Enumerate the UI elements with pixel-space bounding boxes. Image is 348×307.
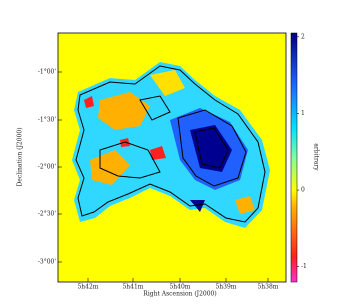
x-tick-label: 5h41m [122, 284, 143, 291]
colorbar-tick-label: 2 [301, 33, 305, 40]
colorbar-tick-label: 0 [301, 187, 305, 194]
x-axis-label: Right Ascension (J2000) [143, 291, 216, 298]
y-tick-label: -2°00' [38, 164, 56, 171]
plot-frame [57, 32, 287, 283]
x-tick-label: 5h40m [169, 284, 190, 291]
colorbar-label: arbitrary [313, 143, 320, 171]
map-image [58, 33, 286, 282]
x-tick-label: 5h39m [215, 284, 236, 291]
x-tick-label: 5h42m [77, 284, 98, 291]
y-tick-label: -3°00' [38, 259, 56, 266]
y-axis-label: Declination (J2000) [17, 127, 24, 186]
colorbar-tick-label: -1 [301, 263, 307, 270]
y-tick-label: -2°30' [38, 211, 56, 218]
colorbar [290, 32, 298, 283]
y-tick-label: -1°00' [38, 69, 56, 76]
y-tick-label: -1°30' [38, 117, 56, 124]
x-tick-label: 5h38m [257, 284, 278, 291]
colorbar-tick-label: 1 [301, 110, 305, 117]
